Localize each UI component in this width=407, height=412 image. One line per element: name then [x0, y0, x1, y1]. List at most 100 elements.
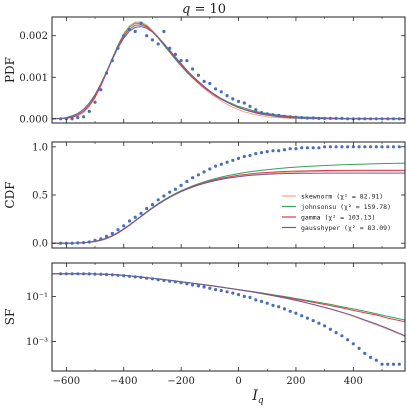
- cdf-data-point: [282, 148, 287, 152]
- pdf-data-point: [156, 42, 160, 46]
- cdf-data-point: [82, 241, 86, 245]
- sf-data-point: [236, 293, 241, 297]
- cdf-data-point: [374, 145, 378, 149]
- cdf-data-point: [265, 150, 269, 154]
- pdf-data-point: [87, 109, 91, 113]
- sf-data-point: [156, 278, 160, 282]
- pdf-data-point: [288, 115, 292, 119]
- sf-data-point: [196, 284, 200, 288]
- cdf-data-point: [305, 146, 309, 150]
- sf-data-point: [185, 282, 189, 286]
- sf-data-point: [271, 303, 275, 307]
- pdf-data-point: [277, 113, 281, 118]
- cdf-data-point: [294, 147, 298, 151]
- x-tick-label: 400: [344, 376, 363, 387]
- sf-data-point: [374, 358, 378, 362]
- pdf-data-point: [391, 117, 396, 121]
- pdf-data-point: [351, 117, 355, 121]
- cdf-data-point: [59, 241, 63, 245]
- sf-data-point: [317, 321, 321, 325]
- sf-data-point: [93, 272, 97, 276]
- pdf-data-point: [191, 67, 195, 71]
- legend-label-skewnorm: skewnorm (χ² = 82.91): [301, 192, 383, 200]
- sf-data-point: [191, 283, 195, 287]
- pdf-data-point: [311, 116, 315, 120]
- pdf-data-point: [374, 117, 378, 121]
- pdf-data-point: [110, 59, 114, 63]
- cdf-data-point: [76, 241, 80, 245]
- sf-data-point: [277, 305, 281, 309]
- sf-data-point: [340, 334, 344, 338]
- sf-data-point: [133, 275, 137, 279]
- cdf-line-gausshyper: [52, 172, 405, 244]
- sf-data-point: [328, 327, 332, 331]
- sf-data-point: [346, 338, 350, 342]
- cdf-data-point: [386, 145, 390, 149]
- cdf-data-point: [242, 154, 246, 159]
- pdf-data-point: [150, 38, 154, 42]
- sf-data-point: [300, 314, 304, 318]
- pdf-data-point: [248, 104, 252, 108]
- sf-data-point: [288, 309, 292, 313]
- sf-data-point: [282, 307, 287, 311]
- pdf-data-point: [99, 88, 103, 92]
- chart-title: q = 10: [182, 2, 226, 17]
- pdf-data-point: [76, 116, 80, 120]
- cdf-ylabel: CDF: [3, 181, 17, 208]
- cdf-data-point: [277, 149, 281, 153]
- pdf-data-point: [196, 73, 200, 77]
- pdf-data-point: [271, 113, 275, 117]
- pdf-data-point: [259, 111, 264, 115]
- cdf-data-point: [369, 145, 373, 149]
- pdf-data-point: [116, 46, 120, 50]
- cdf-data-point: [357, 145, 361, 149]
- sf-data-point: [391, 362, 396, 366]
- sf-line-gausshyper: [52, 273, 405, 337]
- legend-label-johnsonsu: johnsonsu (χ² = 159.78): [301, 203, 391, 211]
- cdf-data-point: [363, 145, 367, 149]
- pdf-data-point: [104, 71, 109, 75]
- cdf-data-point: [317, 146, 321, 150]
- cdf-data-point: [254, 152, 258, 156]
- sf-axes-frame: [51, 262, 406, 372]
- x-tick-label: −400: [110, 376, 137, 387]
- cdf-data-point: [196, 173, 200, 177]
- pdf-data-point: [173, 52, 177, 57]
- pdf-data-point: [64, 117, 68, 121]
- legend-label-gamma: gamma (χ² = 103.13): [301, 213, 375, 221]
- pdf-data-point: [265, 112, 269, 116]
- sf-data-point: [64, 272, 68, 276]
- pdf-data-point: [185, 59, 189, 63]
- cdf-y-tick-label: 0.0: [32, 239, 48, 250]
- pdf-data-point: [357, 117, 361, 121]
- pdf-line-skewnorm: [52, 21, 405, 120]
- pdf-data-point: [397, 117, 401, 121]
- sf-data-point: [150, 277, 154, 281]
- pdf-data-point: [231, 97, 235, 101]
- pdf-data-point: [328, 116, 332, 120]
- pdf-data-point: [334, 116, 338, 120]
- sf-data-point: [116, 273, 120, 277]
- sf-data-point: [219, 289, 223, 293]
- pdf-data-point: [127, 27, 132, 32]
- cdf-data-point: [334, 145, 338, 149]
- sf-data-point: [168, 279, 172, 283]
- cdf-data-point: [340, 145, 344, 149]
- cdf-data-point: [346, 145, 350, 149]
- cdf-data-point: [214, 164, 218, 168]
- cdf-data-point: [116, 228, 120, 232]
- cdf-data-point: [351, 145, 355, 149]
- sf-y-tick-label: 10⁻³: [26, 337, 48, 348]
- cdf-data-point: [328, 145, 332, 149]
- pdf-data-point: [236, 99, 241, 103]
- cdf-data-point: [259, 151, 264, 155]
- cdf-data-point: [162, 194, 166, 198]
- sf-data-point: [173, 280, 177, 284]
- sf-data-point: [104, 272, 109, 277]
- cdf-data-point: [122, 224, 126, 228]
- x-tick-label: −600: [53, 376, 80, 387]
- pdf-data-point: [93, 100, 97, 104]
- sf-data-point: [254, 298, 258, 302]
- sf-data-point: [76, 272, 80, 276]
